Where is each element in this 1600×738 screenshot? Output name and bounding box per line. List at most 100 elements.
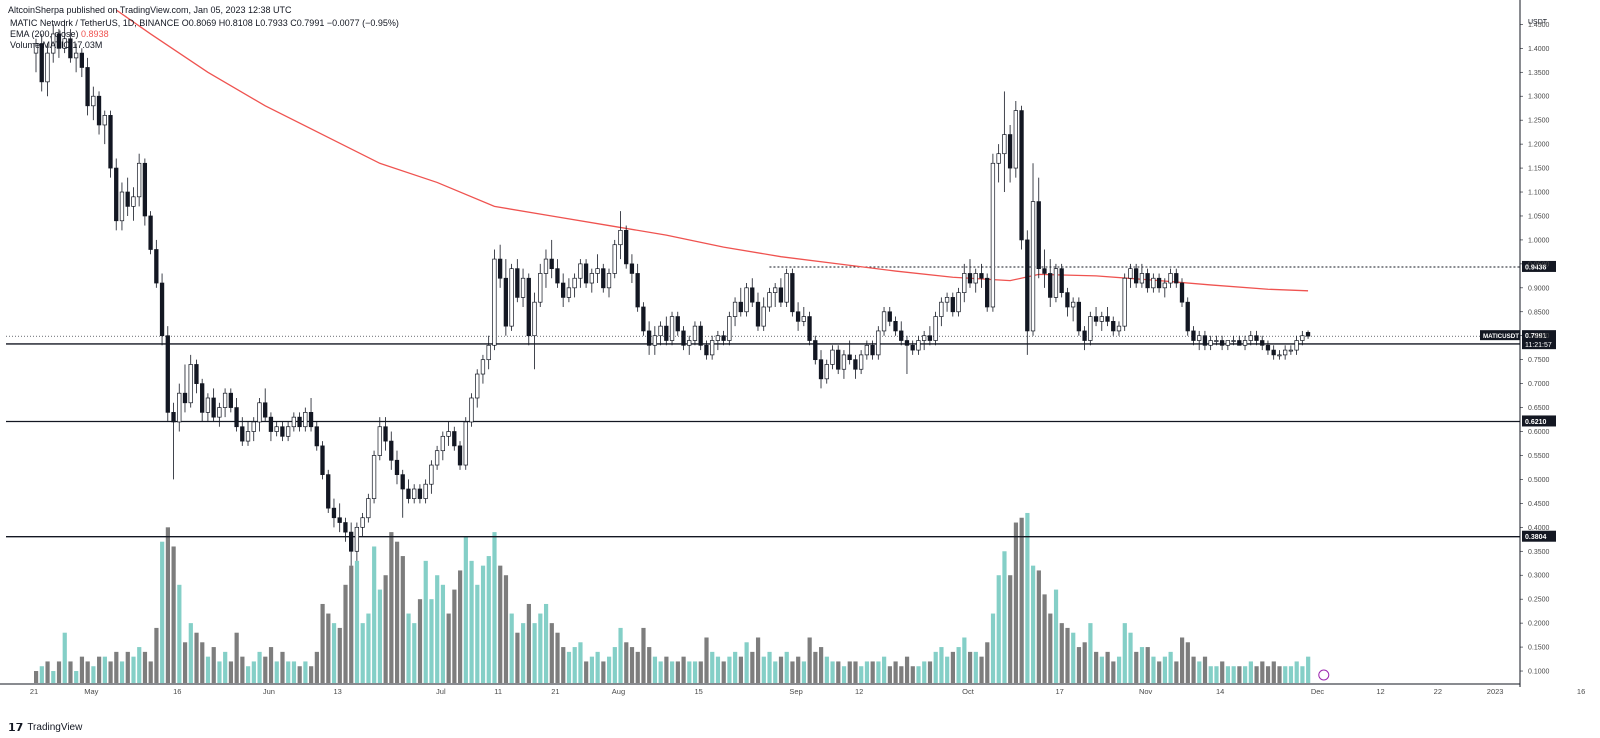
candle	[858, 350, 864, 375]
volume-bar	[469, 560, 474, 683]
candle-body	[337, 517, 342, 523]
candle	[1300, 330, 1305, 346]
candle-body	[274, 426, 279, 432]
candle-body	[1208, 340, 1213, 346]
candle	[624, 225, 629, 269]
volume-bar	[326, 613, 331, 683]
candle	[646, 321, 652, 355]
candle-body	[1048, 273, 1053, 298]
x-tick-label: Oct	[962, 687, 975, 696]
candle-body	[308, 412, 314, 428]
volume-bar	[1053, 589, 1059, 683]
candle	[887, 306, 892, 327]
candle	[853, 354, 858, 379]
volume-bar	[612, 647, 617, 683]
volume-bar	[1139, 647, 1145, 683]
candle	[148, 211, 153, 255]
volume-bar	[778, 656, 784, 683]
candle-body	[389, 440, 394, 461]
volume-bar	[859, 666, 864, 683]
ema-line	[115, 9, 1309, 292]
candle	[1111, 316, 1116, 336]
candle	[1254, 330, 1259, 346]
candle-body	[148, 215, 153, 250]
candle-body	[39, 43, 44, 83]
candle	[285, 421, 291, 442]
candle-body	[394, 459, 400, 475]
y-tick-label: 1.1000	[1528, 190, 1550, 197]
candle-body	[1305, 332, 1311, 337]
volume-bar	[962, 637, 967, 683]
candle-body	[813, 340, 818, 361]
candle	[1237, 335, 1242, 346]
candle	[939, 297, 944, 327]
candle	[308, 397, 314, 432]
volume-bar	[458, 570, 463, 683]
candle	[532, 292, 537, 370]
candle-body	[1013, 110, 1018, 169]
candle	[967, 259, 973, 288]
candle-body	[1156, 277, 1162, 289]
candle	[750, 278, 755, 307]
candle	[813, 335, 818, 365]
volume-bar	[864, 661, 870, 683]
volume-bar	[801, 661, 807, 683]
candle-body	[33, 43, 39, 54]
candle	[1048, 259, 1053, 307]
candle-body	[532, 301, 537, 337]
candle	[119, 182, 125, 231]
volume-bar	[498, 565, 503, 683]
candle	[377, 417, 382, 461]
candle	[303, 407, 308, 432]
volume-bar	[366, 613, 371, 683]
candle-body	[910, 344, 915, 351]
volume-bar	[543, 603, 549, 683]
candle	[486, 335, 491, 370]
volume-bar	[927, 661, 933, 683]
candle	[1185, 297, 1190, 336]
candle	[406, 479, 411, 504]
candle	[738, 287, 743, 317]
candle-body	[784, 273, 789, 303]
volume-bar	[784, 651, 789, 683]
volume-bar	[165, 527, 170, 683]
candle	[515, 259, 520, 303]
volume-bar	[475, 584, 480, 683]
candle-body	[1214, 340, 1219, 342]
candle	[899, 321, 904, 346]
candle	[1082, 326, 1087, 351]
volume-bar	[360, 623, 365, 683]
candle	[1174, 268, 1179, 288]
candle	[1065, 287, 1070, 317]
volume-bar	[904, 656, 910, 683]
candle-body	[222, 392, 228, 408]
candle-body	[761, 306, 766, 327]
candle-body	[423, 483, 428, 499]
candle-body	[956, 292, 961, 313]
candle-body	[1139, 273, 1145, 284]
candle	[990, 153, 996, 312]
candle	[429, 460, 434, 494]
y-tick-label: 0.4500	[1528, 501, 1550, 508]
candle	[893, 316, 898, 336]
candle-body	[463, 421, 468, 466]
candle-body	[944, 297, 950, 303]
candle	[165, 326, 170, 422]
volume-bar	[331, 623, 337, 683]
candle-body	[291, 416, 296, 428]
candle	[492, 249, 497, 351]
volume-bar	[446, 613, 451, 683]
candle	[778, 278, 784, 307]
candle-body	[555, 268, 560, 284]
candle	[985, 273, 990, 312]
candle	[635, 263, 640, 312]
candle-body	[1082, 330, 1087, 341]
candle	[291, 412, 296, 432]
x-tick-label: 16	[173, 687, 181, 696]
volume-bar	[515, 632, 520, 683]
candle-body	[921, 335, 927, 341]
volume-bar	[973, 651, 978, 683]
volume-bar	[767, 651, 772, 683]
candle-body	[767, 292, 772, 308]
